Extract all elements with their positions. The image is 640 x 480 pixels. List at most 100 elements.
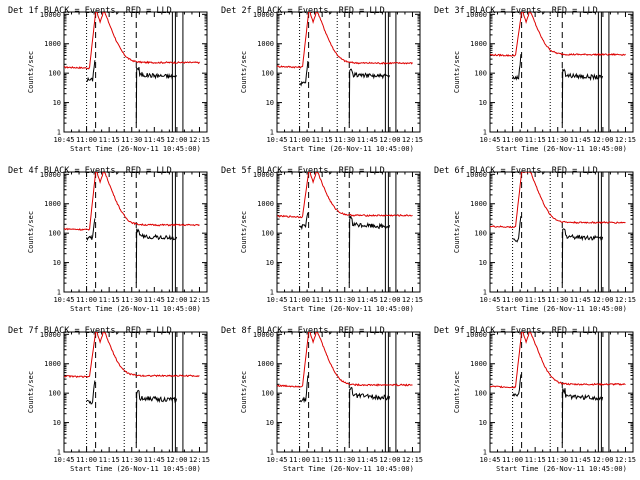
y-tick-label: 10000	[466, 331, 487, 339]
x-tick-label: 11:30	[547, 296, 568, 304]
y-tick-label: 10000	[40, 11, 61, 19]
x-tick-label: 11:45	[357, 456, 378, 464]
x-tick-label: 10:45	[53, 136, 74, 144]
plot-title: Det 8f BLACK = Events, RED = LLD	[221, 326, 385, 336]
events-series-line-pre	[299, 212, 309, 231]
y-tick-label: 1	[270, 449, 274, 457]
plot-frame	[276, 11, 421, 133]
x-axis-label: Start Time (26-Nov-11 10:45:00)	[283, 305, 414, 313]
events-series-line-pre	[299, 60, 309, 87]
y-tick-label: 100	[48, 390, 61, 398]
x-tick-label: 11:00	[502, 136, 523, 144]
y-tick-label: 100	[261, 230, 274, 238]
y-tick-label: 10	[53, 419, 61, 427]
x-tick-label: 12:15	[402, 456, 423, 464]
events-series-line-pre	[299, 375, 309, 404]
x-tick-label: 12:15	[615, 136, 636, 144]
x-tick-label: 11:15	[312, 456, 333, 464]
x-tick-label: 11:15	[99, 456, 120, 464]
plot-frame	[276, 331, 421, 453]
x-tick-label: 11:15	[525, 456, 546, 464]
events-series-line-pre	[86, 380, 96, 405]
x-tick-label: 12:00	[592, 136, 613, 144]
plot-title: Det 6f BLACK = Events, RED = LLD	[434, 166, 598, 176]
panel-det-4f: Det 4f BLACK = Events, RED = LLD 1 10 100 10…	[8, 166, 210, 313]
x-axis-label: Start Time (26-Nov-11 10:45:00)	[70, 465, 201, 473]
x-tick-label: 11:30	[121, 296, 142, 304]
y-tick-label: 1000	[257, 40, 274, 48]
x-tick-label: 12:15	[402, 136, 423, 144]
y-tick-label: 1000	[470, 40, 487, 48]
y-axis-label: Counts/sec	[240, 371, 248, 413]
events-series-line-post	[135, 66, 178, 124]
panel-det-5f: Det 5f BLACK = Events, RED = LLD 1 10 100 10…	[221, 166, 423, 313]
plot-title: Det 3f BLACK = Events, RED = LLD	[434, 6, 598, 16]
events-series-line-post	[135, 389, 178, 444]
y-tick-label: 1	[483, 289, 487, 297]
x-tick-label: 11:15	[99, 136, 120, 144]
y-tick-label: 10000	[253, 171, 274, 179]
lld-series-line	[490, 172, 626, 229]
y-tick-label: 1000	[257, 200, 274, 208]
events-series-line-post	[348, 215, 391, 284]
x-tick-label: 12:15	[615, 456, 636, 464]
x-tick-label: 11:30	[334, 456, 355, 464]
events-series-line-post	[561, 388, 604, 444]
y-tick-label: 10	[479, 419, 487, 427]
plot-frame	[63, 331, 208, 453]
x-tick-label: 11:45	[144, 456, 165, 464]
x-tick-label: 11:15	[312, 136, 333, 144]
y-axis-label: Counts/sec	[240, 51, 248, 93]
events-series-line-pre	[86, 60, 96, 83]
x-tick-label: 11:15	[99, 296, 120, 304]
y-axis-label: Counts/sec	[240, 211, 248, 253]
x-tick-label: 11:30	[121, 136, 142, 144]
x-tick-label: 11:30	[334, 136, 355, 144]
y-tick-label: 1	[57, 289, 61, 297]
x-tick-label: 11:45	[357, 136, 378, 144]
x-tick-label: 11:15	[312, 296, 333, 304]
x-tick-label: 10:45	[479, 296, 500, 304]
panel-det-6f: Det 6f BLACK = Events, RED = LLD 1 10 100 10…	[434, 166, 636, 313]
x-tick-label: 11:00	[76, 456, 97, 464]
plot-frame	[276, 171, 421, 293]
y-tick-label: 10	[53, 99, 61, 107]
x-tick-label: 11:00	[289, 456, 310, 464]
events-series-line-post	[348, 386, 391, 444]
y-tick-label: 1000	[44, 40, 61, 48]
y-axis-label: Counts/sec	[27, 211, 35, 253]
x-tick-label: 12:15	[189, 136, 210, 144]
y-axis-label: Counts/sec	[27, 51, 35, 93]
events-series-line-post	[561, 68, 604, 124]
x-tick-label: 11:30	[121, 456, 142, 464]
x-tick-label: 12:15	[402, 296, 423, 304]
y-tick-label: 1	[270, 289, 274, 297]
panel-det-9f: Det 9f BLACK = Events, RED = LLD 1 10 100 10…	[434, 326, 636, 473]
y-tick-label: 1	[270, 129, 274, 137]
x-tick-label: 11:15	[525, 136, 546, 144]
plot-title: Det 2f BLACK = Events, RED = LLD	[221, 6, 385, 16]
lld-series-line	[490, 12, 626, 57]
x-tick-label: 11:45	[570, 296, 591, 304]
x-tick-label: 10:45	[266, 296, 287, 304]
x-axis-label: Start Time (26-Nov-11 10:45:00)	[70, 145, 201, 153]
x-tick-label: 10:45	[266, 456, 287, 464]
x-tick-label: 11:45	[570, 456, 591, 464]
lld-series-line	[490, 332, 626, 389]
x-tick-label: 12:00	[379, 456, 400, 464]
y-tick-label: 1000	[470, 360, 487, 368]
plot-title: Det 7f BLACK = Events, RED = LLD	[8, 326, 172, 336]
x-axis-label: Start Time (26-Nov-11 10:45:00)	[496, 305, 627, 313]
plot-frame	[489, 331, 634, 453]
y-tick-label: 1000	[44, 200, 61, 208]
x-tick-label: 11:00	[502, 296, 523, 304]
panel-det-7f: Det 7f BLACK = Events, RED = LLD 1 10 100 10…	[8, 326, 210, 473]
x-tick-label: 12:00	[166, 456, 187, 464]
y-tick-label: 10000	[40, 331, 61, 339]
plot-frame	[489, 171, 634, 293]
x-tick-label: 11:00	[76, 296, 97, 304]
x-axis-label: Start Time (26-Nov-11 10:45:00)	[283, 145, 414, 153]
x-tick-label: 11:15	[525, 296, 546, 304]
panel-det-8f: Det 8f BLACK = Events, RED = LLD 1 10 100 10…	[221, 326, 423, 473]
